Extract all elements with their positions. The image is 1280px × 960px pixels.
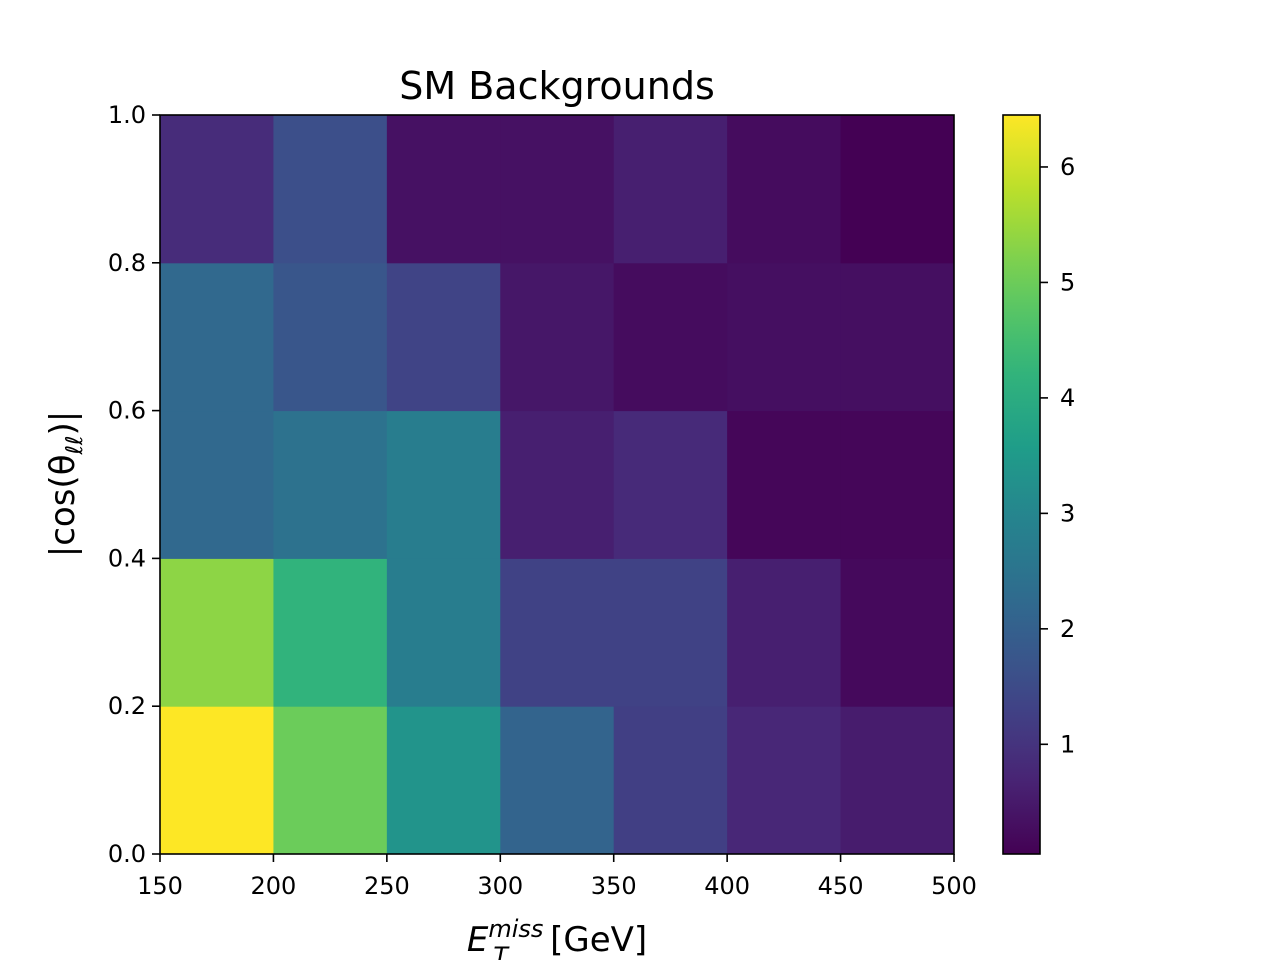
plot-frame bbox=[159, 114, 955, 855]
heatmap-cell bbox=[840, 115, 955, 264]
heatmap-cell bbox=[613, 262, 728, 412]
heatmap-cell bbox=[386, 558, 501, 707]
heatmap-cell bbox=[500, 262, 615, 412]
heatmap-cell bbox=[500, 558, 615, 707]
x-tick-label: 200 bbox=[251, 872, 297, 900]
colorbar bbox=[1002, 114, 1041, 855]
heatmap-cell bbox=[273, 115, 388, 264]
heatmap-cell bbox=[500, 410, 615, 559]
heatmap-cell bbox=[727, 558, 842, 707]
heatmap-cell bbox=[160, 410, 274, 559]
y-axis-label-pre: |cos(θ bbox=[43, 455, 83, 558]
heatmap-cell bbox=[160, 262, 274, 412]
heatmap-cell bbox=[727, 410, 842, 559]
heatmap-cell bbox=[273, 410, 388, 559]
x-tick-label: 250 bbox=[364, 872, 410, 900]
heatmap-cell bbox=[727, 262, 842, 412]
x-axis-label-unit: [GeV] bbox=[550, 920, 647, 960]
y-tick-label: 0.0 bbox=[108, 840, 146, 868]
colorbar-tick-label: 3 bbox=[1060, 499, 1075, 527]
x-tick-label: 150 bbox=[137, 872, 183, 900]
heatmap-cell bbox=[840, 262, 955, 412]
heatmap-cell bbox=[386, 115, 501, 264]
x-tick-label: 450 bbox=[818, 872, 864, 900]
x-axis-label-sup: miss bbox=[488, 915, 543, 943]
x-axis-label-base: E bbox=[467, 920, 489, 960]
y-tick-label: 1.0 bbox=[108, 101, 146, 129]
heatmap-cell bbox=[160, 115, 274, 264]
heatmap-cell bbox=[613, 706, 728, 855]
heatmap-cell bbox=[727, 706, 842, 855]
heatmap-cell bbox=[386, 706, 501, 855]
heatmap-cell bbox=[500, 115, 615, 264]
heatmap-cell bbox=[613, 115, 728, 264]
heatmap-cell bbox=[840, 706, 955, 855]
colorbar-tick-label: 4 bbox=[1060, 384, 1075, 412]
heatmap-cell bbox=[273, 262, 388, 412]
heatmap-cell bbox=[160, 558, 274, 707]
y-axis-label-post: )| bbox=[43, 411, 83, 436]
y-tick-label: 0.2 bbox=[108, 692, 146, 720]
heatmap-cell bbox=[613, 558, 728, 707]
heatmap-cells bbox=[160, 115, 955, 855]
colorbar-tick-label: 1 bbox=[1060, 730, 1075, 758]
y-axis-label: |cos(θℓℓ)| bbox=[43, 411, 88, 557]
x-tick-label: 500 bbox=[931, 872, 977, 900]
y-tick-label: 0.6 bbox=[108, 397, 146, 425]
x-tick-label: 300 bbox=[477, 872, 523, 900]
y-axis-ticks: 0.0 0.2 0.4 0.6 0.8 1.0 bbox=[108, 101, 160, 868]
heatmap-cell bbox=[160, 706, 274, 855]
y-tick-label: 0.4 bbox=[108, 544, 146, 572]
heatmap-cell bbox=[613, 410, 728, 559]
colorbar-tick-label: 5 bbox=[1060, 268, 1075, 296]
x-axis-label-sub: T bbox=[493, 942, 510, 960]
heatmap-cell bbox=[500, 706, 615, 855]
y-axis-label-sub: ℓℓ bbox=[62, 435, 88, 455]
colorbar-tick-label: 2 bbox=[1060, 615, 1075, 643]
heatmap-cell bbox=[840, 558, 955, 707]
heatmap-cell bbox=[727, 115, 842, 264]
heatmap-cell bbox=[386, 410, 501, 559]
heatmap-cell bbox=[840, 410, 955, 559]
x-tick-label: 350 bbox=[591, 872, 637, 900]
x-tick-label: 400 bbox=[704, 872, 750, 900]
colorbar-ticks: 1 2 3 4 5 6 bbox=[1040, 153, 1075, 758]
heatmap-cell bbox=[273, 706, 388, 855]
chart-title: SM Backgrounds bbox=[399, 64, 715, 108]
heatmap-cell bbox=[273, 558, 388, 707]
y-tick-label: 0.8 bbox=[108, 249, 146, 277]
x-axis-ticks: 150 200 250 300 350 400 450 500 bbox=[137, 854, 977, 900]
colorbar-tick-label: 6 bbox=[1060, 153, 1075, 181]
heatmap-cell bbox=[386, 262, 501, 412]
x-axis-label: Emiss T [GeV] bbox=[467, 915, 647, 960]
